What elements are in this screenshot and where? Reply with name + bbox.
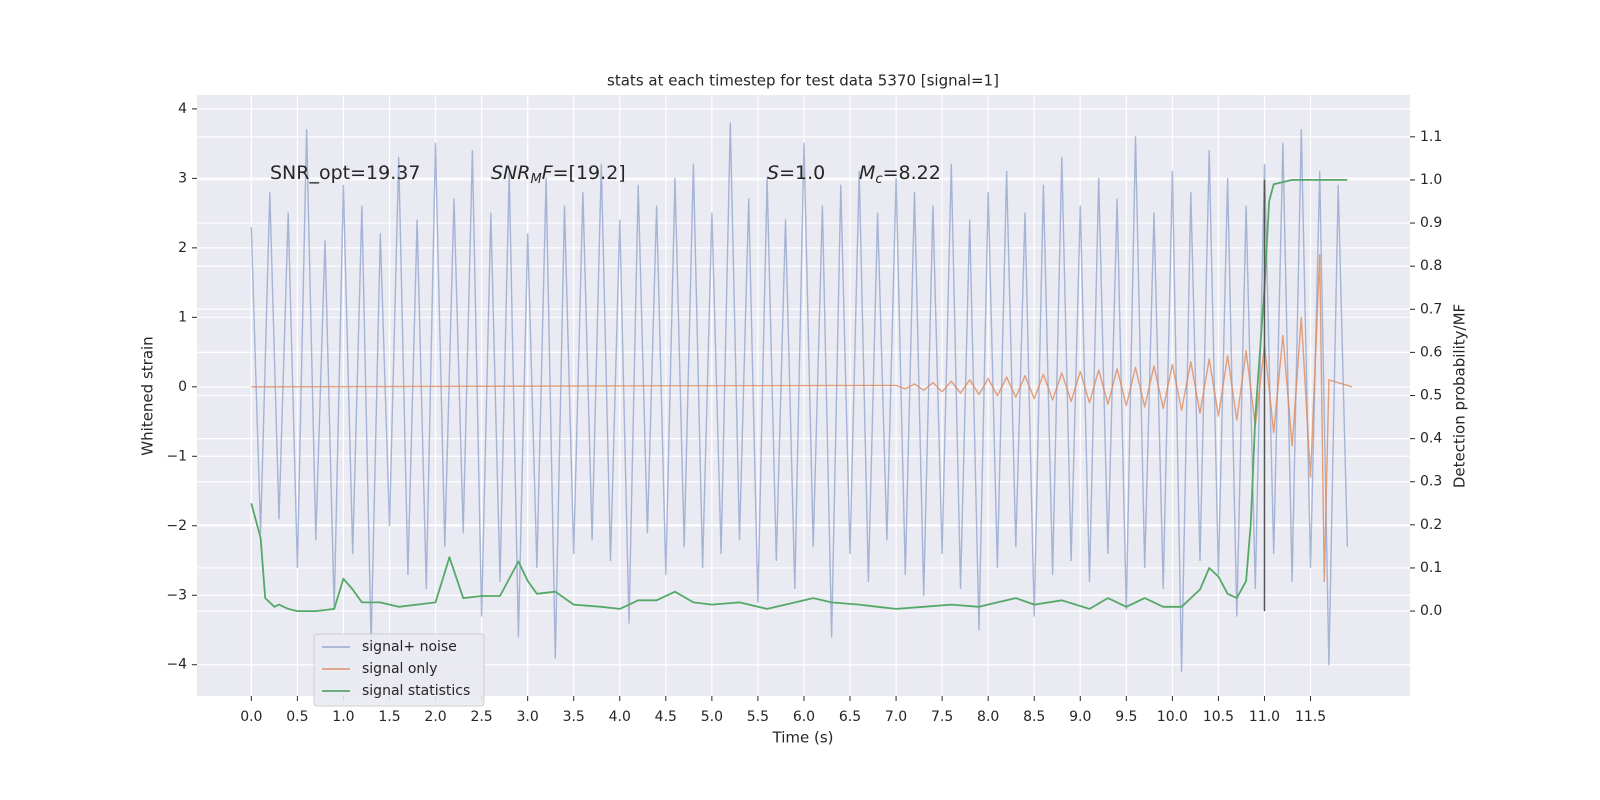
y2-tick-label: 0.3	[1420, 474, 1442, 490]
x-tick-label: 9.5	[1115, 709, 1137, 725]
x-axis-label: Time (s)	[772, 729, 834, 747]
x-tick-label: 11.5	[1295, 709, 1326, 725]
y2-tick-label: 0.7	[1420, 301, 1442, 317]
y-tick-label: 1	[178, 309, 187, 325]
annotation: SNRMF=[19.2]	[491, 162, 626, 187]
x-tick-label: 6.5	[839, 709, 861, 725]
y2-tick-label: 0.8	[1420, 258, 1442, 274]
x-tick-label: 7.5	[931, 709, 953, 725]
y-axis-label: Whitened strain	[139, 336, 157, 455]
y2-tick-label: 1.1	[1420, 129, 1442, 145]
legend-box	[313, 633, 485, 707]
y-tick-label: −4	[166, 657, 187, 673]
annotation-part: SNR_opt=19.37	[270, 162, 420, 184]
x-tick-label: 3.5	[563, 709, 585, 725]
y-tick-label: 2	[178, 240, 187, 256]
y-tick-label: −3	[166, 587, 187, 603]
y2-tick-label: 0.5	[1420, 388, 1442, 404]
legend-label: signal statistics	[362, 683, 470, 699]
legend-label: signal only	[362, 661, 437, 677]
series-line	[250, 179, 1348, 612]
x-tick-label: 9.0	[1069, 709, 1091, 725]
y-tick-label: 3	[178, 170, 187, 186]
x-tick-label: 2.5	[470, 709, 492, 725]
annotation: Mc=8.22	[859, 162, 941, 187]
x-tick-label: 1.5	[378, 709, 400, 725]
legend-label: signal+ noise	[362, 639, 457, 655]
x-tick-label: 8.5	[1023, 709, 1045, 725]
annotation-part: c	[875, 172, 882, 187]
y2-tick-label: 0.4	[1420, 431, 1442, 447]
x-tick-label: 5.5	[747, 709, 769, 725]
annotation-part: M	[859, 162, 875, 184]
annotation-part: F	[542, 162, 554, 184]
y-tick-label: −2	[166, 518, 187, 534]
x-tick-label: 5.0	[701, 709, 723, 725]
chart-title: stats at each timestep for test data 537…	[607, 72, 999, 90]
y-tick-label: 4	[178, 101, 187, 117]
x-tick-label: 4.0	[609, 709, 631, 725]
x-tick-label: 2.0	[424, 709, 446, 725]
y-tick-label: 0	[178, 379, 187, 395]
x-tick-label: 11.0	[1249, 709, 1280, 725]
annotation-part: =[19.2]	[553, 162, 626, 184]
annotation-part: =1.0	[779, 162, 825, 184]
x-tick-label: 1.0	[332, 709, 354, 725]
x-tick-label: 10.5	[1203, 709, 1234, 725]
y2-tick-label: 0.6	[1420, 344, 1442, 360]
y2-axis-label: Detection probability/MF	[1451, 304, 1469, 488]
annotation-part: S	[767, 162, 779, 184]
series-line	[250, 122, 1349, 673]
x-tick-label: 0.0	[240, 709, 262, 725]
annotation: SNR_opt=19.37	[270, 162, 420, 184]
annotation-part: SNR	[491, 162, 530, 184]
x-tick-label: 7.0	[885, 709, 907, 725]
x-tick-label: 3.0	[517, 709, 539, 725]
x-tick-label: 0.5	[286, 709, 308, 725]
y2-tick-label: 0.2	[1420, 517, 1442, 533]
y2-tick-label: 0.1	[1420, 560, 1442, 576]
x-tick-label: 4.5	[655, 709, 677, 725]
y-tick-label: −1	[166, 448, 187, 464]
annotation-part: =8.22	[883, 162, 941, 184]
series-line	[251, 254, 1353, 583]
annotation: S=1.0	[767, 162, 825, 184]
x-tick-label: 6.0	[793, 709, 815, 725]
y2-tick-label: 0.0	[1420, 603, 1442, 619]
y2-tick-label: 1.0	[1420, 172, 1442, 188]
x-tick-label: 8.0	[977, 709, 999, 725]
x-tick-label: 10.0	[1157, 709, 1188, 725]
y2-tick-label: 0.9	[1420, 215, 1442, 231]
annotation-part: M	[530, 172, 541, 187]
